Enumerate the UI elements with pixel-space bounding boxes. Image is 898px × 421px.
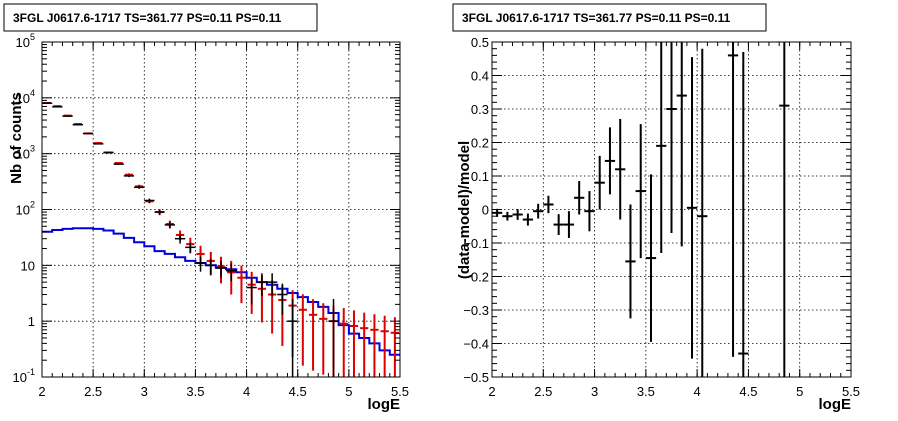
right-y-tick-label: −0.2 bbox=[463, 270, 489, 285]
right-y-tick-label: 0 bbox=[482, 203, 489, 218]
right-y-tick-label: −0.5 bbox=[463, 370, 489, 385]
left-panel: 3FGL J0617.6-1717 TS=361.77 PS=0.11 PS=0… bbox=[3, 3, 410, 413]
right-x-tick-label: 2 bbox=[488, 384, 495, 399]
left-x-tick-label: 3 bbox=[141, 384, 148, 399]
left-x-tick-label: 5.5 bbox=[391, 384, 409, 399]
left-x-tick-label: 2 bbox=[38, 384, 45, 399]
left-y-tick-exponent: 5 bbox=[30, 32, 35, 42]
left-data-points bbox=[42, 102, 339, 377]
right-y-tick-label: 0.5 bbox=[471, 35, 489, 50]
right-y-tick-label: 0.1 bbox=[471, 169, 489, 184]
left-y-tick-exponent: -1 bbox=[27, 367, 35, 377]
right-y-tick-label: −0.4 bbox=[463, 337, 489, 352]
right-x-tick-label: 5.5 bbox=[842, 384, 860, 399]
left-grid bbox=[42, 42, 400, 377]
left-y-tick-exponent: 2 bbox=[30, 200, 35, 210]
left-y-tick-label: 10-1 bbox=[13, 367, 35, 385]
left-y-tick-label: 105 bbox=[16, 32, 35, 50]
left-y-tick-label: 102 bbox=[16, 200, 35, 218]
right-panel: 3FGL J0617.6-1717 TS=361.77 PS=0.11 PS=0… bbox=[452, 3, 860, 413]
right-residual-points bbox=[492, 42, 790, 377]
right-x-tick-label: 2.5 bbox=[534, 384, 552, 399]
left-y-tick-exponent: 3 bbox=[30, 144, 35, 154]
right-y-tick-label: 0.4 bbox=[471, 69, 489, 84]
right-y-tick-label: 0.2 bbox=[471, 136, 489, 151]
right-x-tick-label: 3.5 bbox=[637, 384, 655, 399]
right-title-box bbox=[452, 3, 767, 32]
left-x-tick-label: 5 bbox=[345, 384, 352, 399]
right-title: 3FGL J0617.6-1717 TS=361.77 PS=0.11 PS=0… bbox=[462, 11, 731, 25]
left-x-tick-label: 3.5 bbox=[186, 384, 204, 399]
left-x-tick-label: 2.5 bbox=[84, 384, 102, 399]
right-axis-ticks: 2 2.5 3 3.5 4 4.5 5 5.5 −0.5 −0.4 −0.3 −0.2 −0.1 0 0.1… bbox=[463, 35, 860, 399]
left-y-tick-exponent: 4 bbox=[30, 88, 35, 98]
left-y-tick-label: 1 bbox=[28, 314, 35, 329]
left-x-axis-label: logE bbox=[368, 396, 401, 413]
left-y-axis-label: Nb of counts bbox=[8, 92, 25, 184]
left-x-tick-label: 4.5 bbox=[289, 384, 307, 399]
left-title: 3FGL J0617.6-1717 TS=361.77 PS=0.11 PS=0… bbox=[13, 11, 282, 25]
right-y-tick-label: 0.3 bbox=[471, 102, 489, 117]
right-y-tick-label: −0.1 bbox=[463, 236, 489, 251]
left-model-component-step-line bbox=[42, 227, 400, 356]
right-y-axis-label: (data-model)/model bbox=[456, 141, 473, 279]
right-x-tick-label: 4.5 bbox=[739, 384, 757, 399]
right-y-tick-label: −0.3 bbox=[463, 303, 489, 318]
right-x-tick-label: 4 bbox=[694, 384, 701, 399]
right-x-tick-label: 3 bbox=[591, 384, 598, 399]
right-x-axis-label: logE bbox=[819, 396, 852, 413]
left-model-component-line bbox=[42, 227, 400, 356]
left-y-tick-label: 10 bbox=[21, 258, 35, 273]
right-x-tick-label: 5 bbox=[796, 384, 803, 399]
left-title-box bbox=[3, 3, 318, 32]
left-x-tick-label: 4 bbox=[243, 384, 250, 399]
